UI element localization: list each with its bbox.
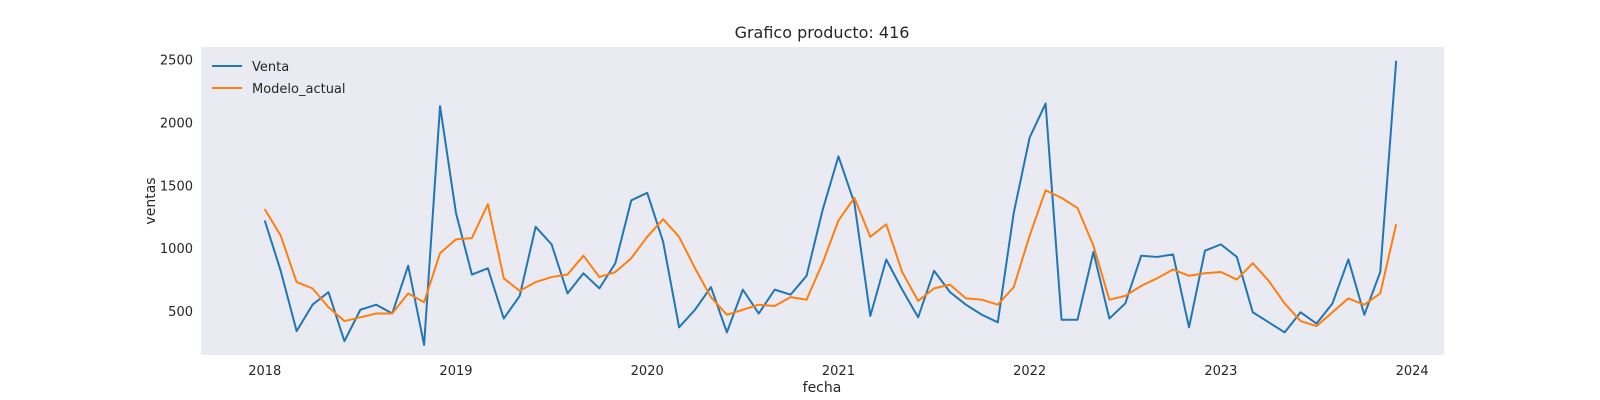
y-tick-label: 1000	[160, 242, 193, 257]
legend-label-modelo-actual: Modelo_actual	[252, 82, 346, 97]
series-line-modelo-actual	[263, 189, 1398, 328]
plot-area-background	[201, 47, 1444, 355]
series-line-venta	[263, 60, 1398, 346]
x-tick-label: 2020	[631, 364, 664, 379]
y-axis-ticks: 500 1000 1500 2000 2500	[160, 54, 193, 320]
x-axis-label: fecha	[803, 380, 842, 396]
x-tick-label: 2022	[1013, 364, 1046, 379]
x-tick-label: 2023	[1204, 364, 1237, 379]
legend-label-venta: Venta	[252, 60, 289, 75]
x-tick-label: 2024	[1396, 364, 1429, 379]
y-tick-label: 500	[168, 305, 193, 320]
series-lines	[263, 60, 1398, 346]
x-tick-label: 2018	[248, 364, 281, 379]
y-tick-label: 1500	[160, 179, 193, 194]
y-tick-label: 2500	[160, 54, 193, 69]
x-tick-label: 2021	[822, 364, 855, 379]
legend: Venta Modelo_actual	[212, 60, 346, 97]
x-axis-ticks: 2018 2019 2020 2021 2022 2023 2024	[248, 364, 1428, 379]
chart-title: Grafico producto: 416	[735, 23, 910, 42]
x-tick-label: 2019	[439, 364, 472, 379]
y-axis-label: ventas	[143, 177, 159, 224]
y-tick-label: 2000	[160, 116, 193, 131]
